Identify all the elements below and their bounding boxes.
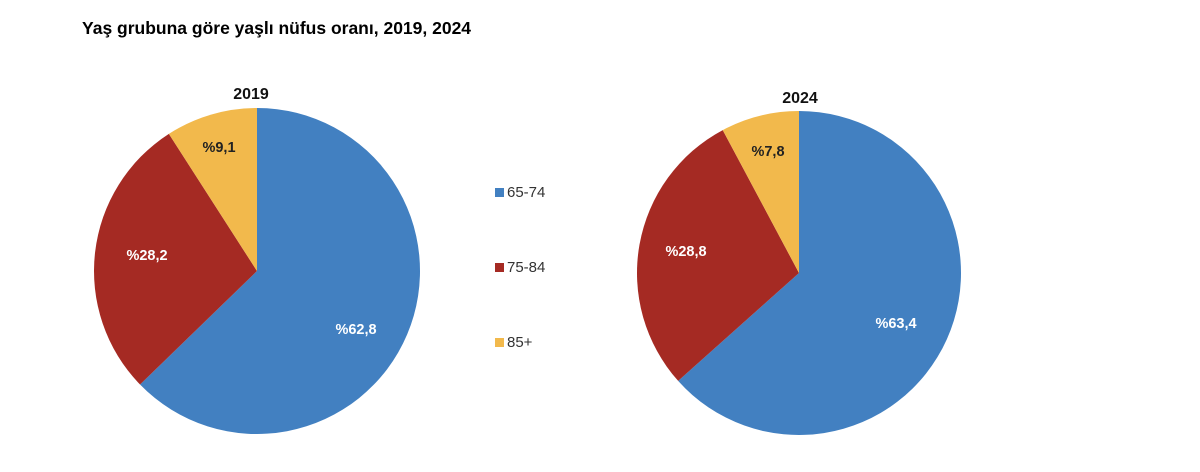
legend-swatch xyxy=(495,188,504,197)
legend: 65-74 75-84 85+ xyxy=(495,184,545,351)
chart-title: Yaş grubuna göre yaşlı nüfus oranı, 2019… xyxy=(82,18,472,38)
pie-2024: %63,4 %28,8 %7,8 2024 xyxy=(637,90,962,435)
legend-swatch xyxy=(495,338,504,347)
data-label: %62,8 xyxy=(335,322,376,338)
pie-title: 2024 xyxy=(782,90,818,107)
legend-label: 75-84 xyxy=(507,259,545,276)
data-label: %63,4 xyxy=(875,316,916,332)
pie-slice-65-74 xyxy=(140,108,420,435)
data-label: %28,2 xyxy=(126,248,167,264)
pie-slice-75-84 xyxy=(637,130,799,381)
data-label: %9,1 xyxy=(202,140,235,156)
legend-label: 85+ xyxy=(507,334,533,351)
pie-slice-85+ xyxy=(168,108,257,271)
pie-2019: %62,8 %28,2 %9,1 2019 xyxy=(94,86,420,435)
pie-title: 2019 xyxy=(233,86,269,103)
legend-swatch xyxy=(495,263,504,272)
legend-label: 65-74 xyxy=(507,184,545,201)
data-label: %7,8 xyxy=(751,144,784,160)
pie-slice-85+ xyxy=(722,111,799,273)
pie-slice-75-84 xyxy=(94,133,258,385)
data-label: %28,8 xyxy=(665,244,706,260)
pie-slice-65-74 xyxy=(678,111,962,435)
